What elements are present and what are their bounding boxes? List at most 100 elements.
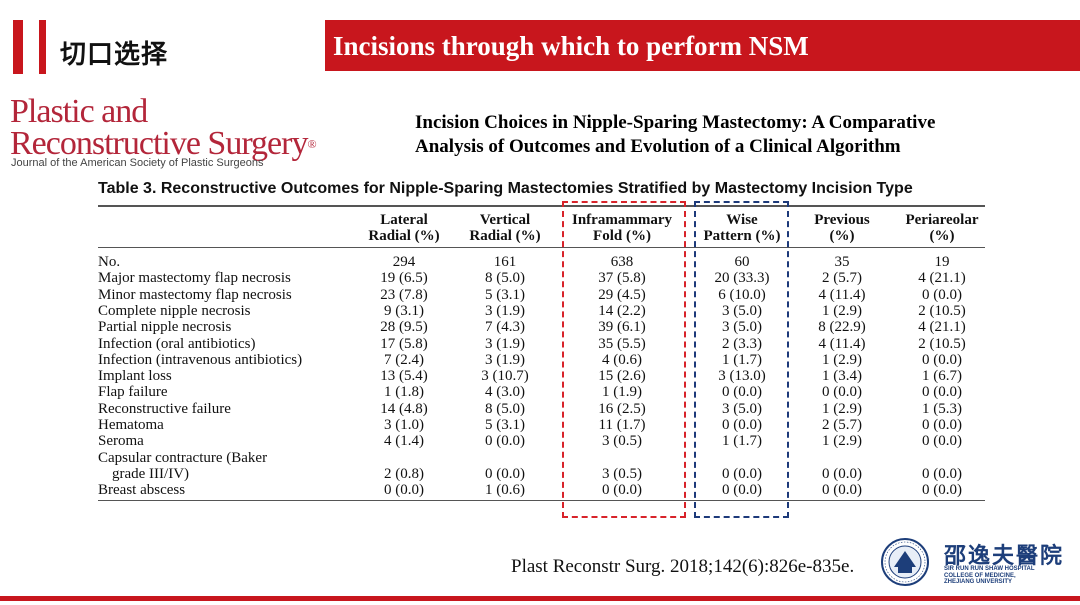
table-cell: 6 (10.0) — [718, 286, 766, 303]
table-cell: 1 (2.9) — [822, 302, 862, 319]
table-cell: 3 (1.9) — [485, 351, 525, 368]
table-cell: 37 (5.8) — [598, 270, 646, 287]
table-cell: 19 — [934, 254, 950, 270]
table-cell: 3 (0.5) — [602, 465, 642, 482]
paper-title-line1: Incision Choices in Nipple-Sparing Maste… — [415, 112, 936, 133]
table-cell: 0 (0.0) — [722, 384, 762, 401]
table-cell: 3 (0.5) — [602, 433, 642, 450]
table-cell: 2 (10.5) — [918, 335, 966, 352]
table-cell: 0 (0.0) — [822, 384, 862, 401]
table-cell: 0 (0.0) — [922, 351, 962, 368]
table-cell: 0 (0.0) — [384, 482, 424, 499]
row-label: Seroma — [98, 433, 144, 449]
paper-title-line2: Analysis of Outcomes and Evolution of a … — [415, 136, 901, 157]
column-header-line1: Periareolar — [905, 212, 979, 228]
wise-pattern-highlight-box — [694, 201, 789, 518]
column-header-line1: Vertical — [479, 212, 531, 228]
row-label-text: Partial nipple necrosis — [98, 319, 232, 336]
slide-title: Incisions through which to perform NSM — [333, 31, 809, 61]
table-cell: 2 (0.8) — [384, 465, 424, 482]
footer-accent-line — [0, 596, 1080, 601]
table-title: Table 3. Reconstructive Outcomes for Nip… — [98, 180, 913, 197]
table-cell: 5 (3.1) — [485, 286, 525, 303]
column-header-line2: Radial (%) — [469, 228, 541, 244]
table-cell: 638 — [610, 254, 634, 270]
table-cell: 60 — [734, 254, 750, 270]
table-cell: 16 (2.5) — [598, 400, 646, 417]
row-label: Breast abscess — [98, 482, 185, 498]
table-cell: 3 (1.0) — [384, 417, 424, 433]
table-cell: 28 (9.5) — [380, 319, 428, 336]
table-cell: 35 (5.5) — [598, 335, 646, 352]
table-cell: 294 — [392, 254, 416, 270]
table-cell: 19 (6.5) — [380, 270, 428, 287]
table-cell: 0 (0.0) — [922, 384, 962, 401]
row-label: Hematoma — [98, 417, 164, 433]
column-header-line1: Wise — [726, 212, 758, 228]
table-cell: 14 (4.8) — [380, 400, 428, 417]
table-cell: 4 (0.6) — [602, 351, 642, 368]
table-cell: 1 (6.7) — [922, 368, 962, 385]
table-cell: 3 (5.0) — [722, 302, 762, 319]
row-label: Major mastectomy flap necrosis — [98, 270, 291, 286]
table-cell: 1 (1.7) — [722, 433, 762, 450]
registered-mark: ® — [307, 137, 316, 151]
table-cell: 0 (0.0) — [922, 286, 962, 303]
table-cell: 1 (1.9) — [602, 384, 642, 401]
table-header-rule — [98, 247, 985, 248]
row-label: Minor mastectomy flap necrosis — [98, 287, 292, 303]
table-cell: 0 (0.0) — [722, 465, 762, 482]
table-cell: 1 (1.8) — [384, 384, 424, 401]
table-cell: 13 (5.4) — [380, 368, 428, 385]
row-label: No. — [98, 254, 120, 270]
table-cell: 0 (0.0) — [922, 482, 962, 499]
row-label: Complete nipple necrosis — [98, 303, 250, 319]
table-cell: 0 (0.0) — [602, 482, 642, 499]
table-cell: 7 (2.4) — [384, 351, 424, 368]
row-label-text: Seroma — [98, 433, 144, 450]
table-cell: 5 (3.1) — [485, 417, 525, 433]
table-cell: 17 (5.8) — [380, 335, 428, 352]
table-cell: 2 (5.7) — [822, 270, 862, 287]
table-cell: 1 (2.9) — [822, 351, 862, 368]
row-label: Capsular contracture (Baker grade III/IV) — [98, 450, 267, 482]
hospital-name-en-line2: COLLEGE OF MEDICINE, — [944, 572, 1016, 579]
table-cell: 2 (5.7) — [822, 417, 862, 433]
table-cell: 3 (1.9) — [485, 335, 525, 352]
table-bottom-rule — [98, 500, 985, 501]
table-cell: 0 (0.0) — [922, 433, 962, 450]
table-top-rule — [98, 205, 985, 207]
column-header: Lateral Radial (%) — [359, 212, 449, 244]
table-cell: 8 (5.0) — [485, 270, 525, 287]
table-cell: 2 (3.3) — [722, 335, 762, 352]
table-cell: 4 (21.1) — [918, 319, 966, 336]
paper-title: Incision Choices in Nipple-Sparing Maste… — [415, 111, 1015, 159]
row-label-text: Reconstructive failure — [98, 400, 231, 417]
row-label-text: Infection (oral antibiotics) — [98, 335, 256, 352]
table-cell: 4 (21.1) — [918, 270, 966, 287]
column-header: Wise Pattern (%) — [692, 212, 792, 244]
hospital-name-cn: 邵逸夫醫院 — [944, 543, 1065, 569]
table-cell: 3 (10.7) — [481, 368, 529, 385]
column-header: Vertical Radial (%) — [460, 212, 550, 244]
row-label-text: Implant loss — [98, 368, 172, 385]
row-label-text: Flap failure — [98, 384, 168, 401]
row-label: Infection (intravenous antibiotics) — [98, 352, 302, 368]
table-cell: 8 (22.9) — [818, 319, 866, 336]
table-cell: 4 (11.4) — [818, 286, 866, 303]
table-cell: 1 (2.9) — [822, 400, 862, 417]
column-header-line2: (%) — [929, 228, 955, 244]
column-header-line2: (%) — [829, 228, 855, 244]
table-cell: 1 (0.6) — [485, 482, 525, 499]
table-cell: 3 (13.0) — [718, 368, 766, 385]
table-cell: 7 (4.3) — [485, 319, 525, 336]
row-label: Reconstructive failure — [98, 401, 231, 417]
table-cell: 0 (0.0) — [722, 482, 762, 499]
column-header: Previous (%) — [802, 212, 882, 244]
row-label-text: No. — [98, 254, 121, 270]
row-label-text: Major mastectomy flap necrosis — [98, 270, 291, 287]
table-cell: 0 (0.0) — [722, 417, 762, 433]
column-header-line2: Pattern (%) — [703, 228, 781, 244]
row-label-text: Breast abscess — [98, 482, 186, 499]
citation: Plast Reconstr Surg. 2018;142(6):826e-83… — [511, 556, 855, 577]
